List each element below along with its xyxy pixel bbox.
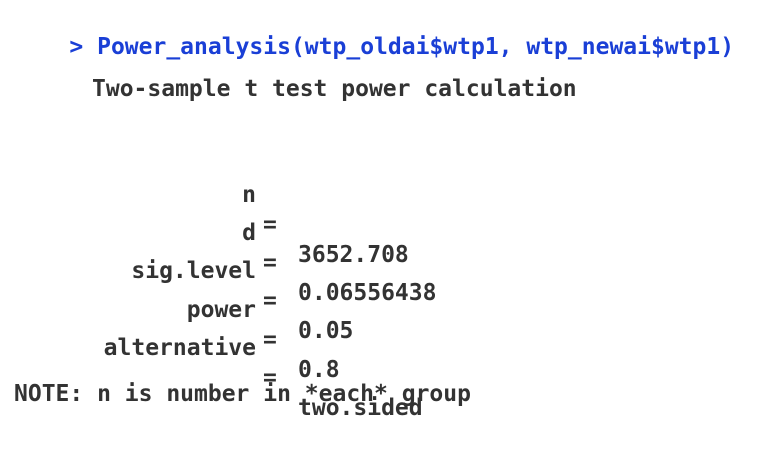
- result-equals: =: [263, 365, 277, 391]
- console-command-line[interactable]: > Power_analysis(wtp_oldai$wtp1, wtp_new…: [14, 2, 734, 60]
- result-key: n: [242, 182, 256, 208]
- console-prompt: >: [69, 34, 98, 60]
- result-key: d: [242, 220, 256, 246]
- result-equals: =: [263, 327, 277, 353]
- result-equals: =: [263, 212, 277, 238]
- r-console-output: > Power_analysis(wtp_oldai$wtp1, wtp_new…: [0, 2, 782, 421]
- result-value: 0.05: [298, 318, 354, 344]
- result-row-sig-level: sig.level = 0.05: [0, 226, 782, 344]
- result-row-d: d = 0.06556438: [0, 188, 782, 306]
- result-value: 3652.708: [298, 242, 409, 268]
- result-row-power: power = 0.8: [0, 265, 782, 383]
- result-equals: =: [263, 288, 277, 314]
- result-key: alternative: [103, 335, 256, 361]
- output-title: Two-sample t test power calculation: [92, 76, 577, 102]
- result-value: 0.06556438: [298, 280, 437, 306]
- console-command: Power_analysis(wtp_oldai$wtp1, wtp_newai…: [97, 34, 735, 60]
- output-note: NOTE: n is number in *each* group: [14, 381, 471, 407]
- result-row-alternative: alternative = two.sided: [0, 303, 782, 421]
- result-equals: =: [263, 250, 277, 276]
- result-key: power: [186, 297, 256, 323]
- result-key: sig.level: [131, 258, 256, 284]
- result-value: 0.8: [298, 357, 340, 383]
- result-row-n: n = 3652.708: [0, 150, 782, 268]
